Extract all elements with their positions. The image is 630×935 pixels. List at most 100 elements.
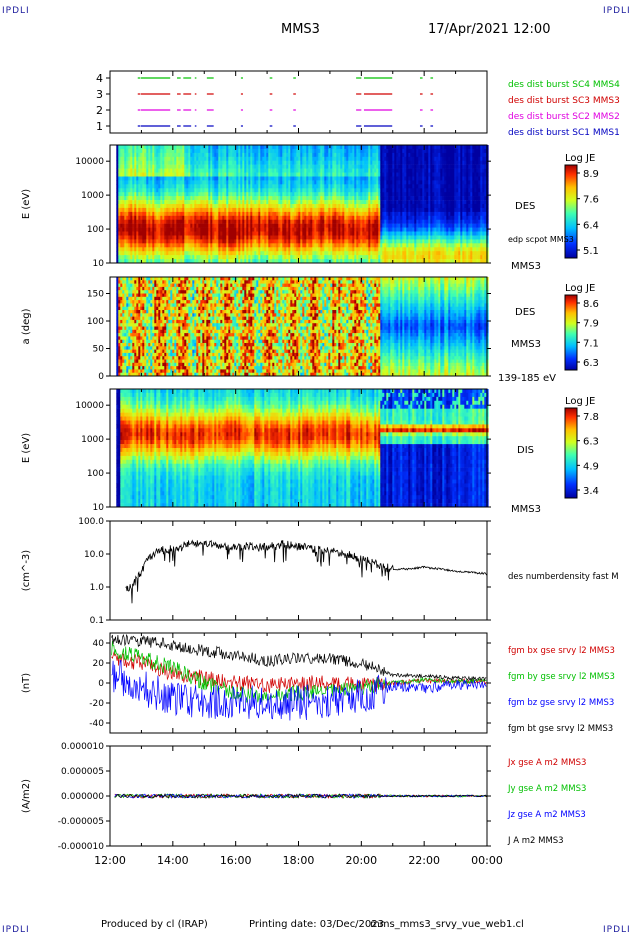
heatmap-cell bbox=[352, 231, 355, 236]
heatmap-cell bbox=[406, 148, 409, 154]
heatmap-cell bbox=[380, 235, 383, 240]
heatmap-cell bbox=[206, 219, 209, 224]
heatmap-cell bbox=[358, 235, 361, 240]
heatmap-cell bbox=[362, 235, 365, 240]
heatmap-cell bbox=[364, 243, 367, 248]
heatmap-cell bbox=[160, 160, 163, 165]
heatmap-cell bbox=[350, 223, 353, 228]
heatmap-cell bbox=[336, 164, 339, 169]
heatmap-cell bbox=[146, 207, 149, 213]
heatmap-cell bbox=[330, 152, 333, 158]
heatmap-cell bbox=[290, 223, 293, 228]
heatmap-cell bbox=[324, 255, 327, 260]
heatmap-cell bbox=[404, 231, 407, 236]
heatmap-cell bbox=[130, 196, 133, 201]
heatmap-cell bbox=[214, 227, 217, 232]
heatmap-cell bbox=[414, 192, 417, 197]
heatmap-cell bbox=[182, 211, 185, 217]
heatmap-cell bbox=[176, 231, 179, 236]
heatmap-cell bbox=[338, 192, 341, 197]
heatmap-cell bbox=[178, 164, 181, 169]
heatmap-cell bbox=[262, 148, 265, 154]
heatmap-cell bbox=[398, 259, 401, 264]
heatmap-cell bbox=[300, 223, 303, 228]
heatmap-cell bbox=[392, 168, 395, 173]
heatmap-cell bbox=[182, 204, 185, 209]
heatmap-cell bbox=[156, 235, 159, 240]
heatmap-cell bbox=[378, 176, 381, 181]
heatmap-cell bbox=[176, 259, 179, 264]
heatmap-cell bbox=[184, 243, 187, 248]
heatmap-cell bbox=[312, 239, 315, 244]
heatmap-cell bbox=[354, 184, 357, 189]
heatmap-cell bbox=[276, 176, 279, 181]
heatmap-cell bbox=[374, 168, 377, 173]
heatmap-cell bbox=[180, 207, 183, 213]
heatmap-cell bbox=[442, 176, 445, 181]
heatmap-cell bbox=[146, 259, 149, 264]
heatmap-cell bbox=[228, 219, 231, 224]
heatmap-cell bbox=[234, 211, 237, 217]
heatmap-cell bbox=[340, 223, 343, 228]
heatmap-cell bbox=[444, 259, 447, 264]
heatmap-cell bbox=[344, 200, 347, 205]
heatmap-cell bbox=[296, 176, 299, 181]
heatmap-cell bbox=[416, 160, 419, 165]
heatmap-cell bbox=[284, 200, 287, 205]
heatmap-cell bbox=[148, 184, 151, 189]
heatmap-cell bbox=[346, 164, 349, 169]
heatmap-cell bbox=[330, 219, 333, 224]
heatmap-cell bbox=[224, 219, 227, 224]
heatmap-cell bbox=[438, 168, 441, 173]
heatmap-cell bbox=[402, 231, 405, 236]
heatmap-cell bbox=[302, 184, 305, 189]
heatmap-cell bbox=[270, 259, 273, 264]
heatmap-cell bbox=[208, 156, 211, 162]
heatmap-cell bbox=[132, 188, 135, 193]
heatmap-cell bbox=[364, 176, 367, 181]
heatmap-cell bbox=[242, 251, 245, 256]
heatmap-cell bbox=[156, 251, 159, 256]
heatmap-cell bbox=[210, 247, 213, 252]
heatmap-cell bbox=[126, 160, 129, 165]
heatmap-cell bbox=[298, 172, 301, 177]
heatmap-cell bbox=[186, 188, 189, 193]
heatmap-cell bbox=[290, 180, 293, 185]
heatmap-cell bbox=[428, 227, 431, 232]
heatmap-cell bbox=[128, 259, 131, 264]
heatmap-cell bbox=[256, 180, 259, 185]
heatmap-cell bbox=[434, 145, 437, 150]
heatmap-cell bbox=[302, 235, 305, 240]
heatmap-cell bbox=[210, 255, 213, 260]
heatmap-cell bbox=[220, 235, 223, 240]
heatmap-cell bbox=[218, 184, 221, 189]
heatmap-cell bbox=[176, 243, 179, 248]
heatmap-cell bbox=[388, 196, 391, 201]
heatmap-cell bbox=[120, 219, 123, 224]
heatmap-cell bbox=[316, 239, 319, 244]
heatmap-cell bbox=[210, 188, 213, 193]
heatmap-cell bbox=[266, 160, 269, 165]
heatmap-cell bbox=[148, 156, 151, 162]
heatmap-cell bbox=[274, 180, 277, 185]
heatmap-cell bbox=[352, 215, 355, 221]
heatmap-cell bbox=[326, 160, 329, 165]
heatmap-cell bbox=[158, 172, 161, 177]
heatmap-cell bbox=[408, 180, 411, 185]
heatmap-cell bbox=[134, 200, 137, 205]
heatmap-cell bbox=[344, 211, 347, 217]
heatmap-cell bbox=[372, 239, 375, 244]
heatmap-cell bbox=[130, 215, 133, 221]
heatmap-cell bbox=[324, 243, 327, 248]
heatmap-cell bbox=[206, 247, 209, 252]
heatmap-cell bbox=[190, 188, 193, 193]
heatmap-cell bbox=[410, 145, 413, 150]
heatmap-cell bbox=[314, 223, 317, 228]
heatmap-cell bbox=[422, 196, 425, 201]
heatmap-cell bbox=[384, 200, 387, 205]
heatmap-cell bbox=[418, 196, 421, 201]
heatmap-cell bbox=[136, 239, 139, 244]
heatmap-cell bbox=[290, 152, 293, 158]
heatmap-cell bbox=[206, 160, 209, 165]
heatmap-cell bbox=[176, 207, 179, 213]
